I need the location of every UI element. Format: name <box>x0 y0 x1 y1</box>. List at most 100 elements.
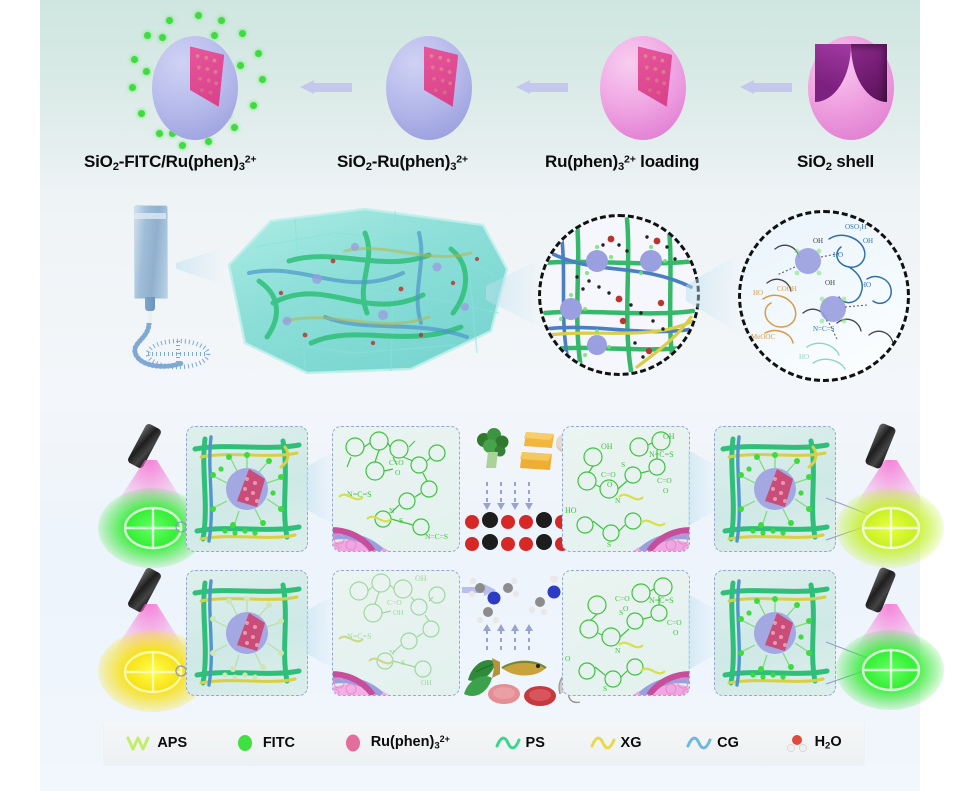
legend-item-fitc: FITC <box>232 734 295 752</box>
sine-wave-icon <box>590 736 616 750</box>
svg-text:S: S <box>621 460 625 469</box>
svg-text:HO: HO <box>833 251 843 259</box>
svg-text:N: N <box>389 648 395 657</box>
svg-text:N: N <box>615 646 621 655</box>
svg-text:HO: HO <box>753 289 763 297</box>
svg-text:OH: OH <box>393 608 404 617</box>
syringe-barrel <box>134 205 168 299</box>
syringe-neck <box>145 297 155 311</box>
filled-circle-icon <box>237 735 252 751</box>
svg-text:O: O <box>663 486 669 495</box>
cheese-icon <box>520 432 554 470</box>
svg-text:C=O: C=O <box>615 594 630 603</box>
legend-label-fitc: FITC <box>262 735 296 751</box>
scaffold-glyph-row2-left <box>123 650 183 694</box>
svg-text:N=C=S: N=C=S <box>347 490 372 499</box>
legend-item-xg: XG <box>590 734 642 752</box>
legend-label-xg: XG <box>620 735 642 751</box>
fish-icon <box>492 658 547 678</box>
sine-wave-icon <box>495 736 521 750</box>
synthesis-arrow-1 <box>300 80 352 94</box>
synthesis-arrow-3 <box>740 80 792 94</box>
svg-text:N=C=S: N=C=S <box>649 596 674 605</box>
synthesis-label-3: Ru(phen)32+ loading <box>545 152 700 174</box>
legend-item-ps: PS <box>495 734 545 752</box>
svg-text:OH: OH <box>421 678 432 687</box>
legend-label-ru: Ru(phen)32+ <box>370 734 450 752</box>
svg-text:O: O <box>565 654 571 663</box>
svg-text:HO: HO <box>861 281 871 289</box>
scaffold-panel-row2-right <box>714 570 836 696</box>
svg-text:C=O: C=O <box>657 476 672 485</box>
legend-item-ru: Ru(phen)32+ <box>340 734 450 752</box>
svg-text:OH: OH <box>415 574 427 583</box>
svg-text:OH: OH <box>813 237 823 245</box>
svg-text:OH: OH <box>863 237 873 245</box>
filled-circle-icon <box>345 734 360 752</box>
scaffold-glyph-row1-left <box>123 506 183 550</box>
svg-text:OH: OH <box>601 442 613 451</box>
synthesis-label-2: SiO2-Ru(phen)32+ <box>337 152 468 174</box>
synthesis-arrow-2 <box>516 80 568 94</box>
silica-shell-particle <box>808 36 894 140</box>
scaffold-panel-row1-left <box>186 426 308 552</box>
svg-text:O: O <box>395 468 401 477</box>
svg-text:MeOOC: MeOOC <box>751 333 775 341</box>
hydrogen-bonding-inset: OSO₃H OH HO HO OH OH N=C=S COOH HO MeOOC… <box>738 210 910 382</box>
syringe-nozzle <box>148 311 152 325</box>
svg-text:N: N <box>389 506 395 515</box>
svg-text:COOH: COOH <box>777 285 797 293</box>
molecular-panel-row2-left: C=O OH OH N=C=S N S OH <box>332 570 460 696</box>
legend-item-aps: APS <box>126 734 187 752</box>
svg-text:HO: HO <box>799 353 809 361</box>
svg-text:S: S <box>607 540 611 549</box>
svg-text:C=O: C=O <box>387 598 402 607</box>
meat-icon <box>488 684 556 706</box>
svg-text:OSO₃H: OSO₃H <box>845 223 867 231</box>
broccoli-icon <box>477 428 509 468</box>
legend-item-cg: CG <box>686 734 739 752</box>
legend-label-ps: PS <box>525 735 545 751</box>
sine-wave-icon <box>686 736 712 750</box>
legend-label-aps: APS <box>157 735 188 751</box>
molecular-panel-row1-left: C=O O N=C=S N S N=C=S <box>332 426 460 552</box>
svg-text:N=C=S: N=C=S <box>425 532 448 541</box>
svg-text:O: O <box>607 480 613 489</box>
molecular-panel-row1-right: OH OH C=O O C=O O HO S N N=C=S S <box>562 426 690 552</box>
svg-text:N=C=S: N=C=S <box>347 632 372 641</box>
svg-text:N: N <box>615 496 621 505</box>
svg-text:OH: OH <box>825 279 835 287</box>
svg-text:S: S <box>619 608 623 617</box>
synthesis-label-4: SiO2 shell <box>797 152 874 174</box>
svg-text:S: S <box>399 516 403 525</box>
scaffold-glyph-row2-right <box>861 648 921 692</box>
svg-text:O: O <box>623 604 629 613</box>
molecular-panel-row2-right: C=O O C=O O O S N N=C=S S <box>562 570 690 696</box>
synthesis-label-1: SiO2-FITC/Ru(phen)32+ <box>84 152 257 174</box>
scaffold-panel-row2-left <box>186 570 308 696</box>
legend-bar: APS FITC Ru(phen)32+ PS XG <box>104 722 864 764</box>
scaffold-glyph-row1-right <box>861 506 921 550</box>
svg-text:HO: HO <box>565 506 577 515</box>
svg-text:S: S <box>401 658 405 667</box>
legend-label-h2o: H2O <box>814 734 842 752</box>
spinach-icon <box>464 660 496 697</box>
polymer-network-inset <box>538 214 700 376</box>
fitc-conjugated-particle <box>128 12 266 149</box>
svg-text:C=O: C=O <box>389 458 404 467</box>
svg-text:C=O: C=O <box>601 470 616 479</box>
svg-text:N=C=S: N=C=S <box>649 450 674 459</box>
water-molecule-icon <box>786 735 807 752</box>
silica-ru-particle <box>386 36 472 140</box>
svg-text:OH: OH <box>663 432 675 441</box>
svg-text:O: O <box>673 628 679 637</box>
syringe-extruder <box>124 205 211 370</box>
scaffold-panel-row1-right <box>714 426 836 552</box>
zigzag-wave-icon <box>126 736 150 751</box>
legend-item-h2o: H2O <box>784 734 842 752</box>
printed-hydrogel-scaffold <box>215 203 515 378</box>
ru-loading-particle <box>600 36 686 140</box>
svg-text:S: S <box>603 684 607 693</box>
legend-label-cg: CG <box>717 735 739 751</box>
